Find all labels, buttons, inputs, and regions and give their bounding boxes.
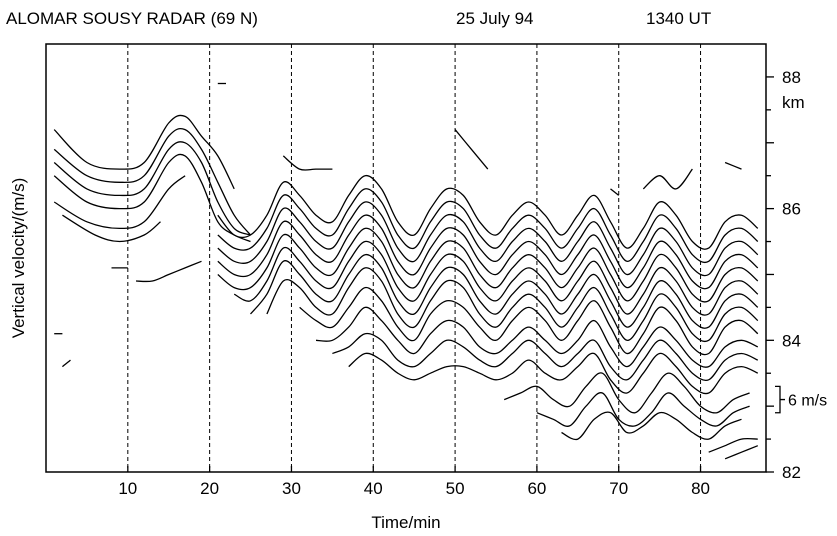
time-label: 1340 UT — [646, 9, 711, 28]
velocity-trace — [332, 332, 759, 381]
velocity-trace — [299, 286, 759, 356]
velocity-trace — [217, 214, 759, 290]
velocity-trace — [610, 188, 620, 196]
scale-bar-label: 6 m/s — [788, 393, 827, 410]
right-tick-label: 84 — [782, 331, 801, 350]
x-axis-ticks: 10 20 30 40 50 60 70 80 — [118, 466, 710, 498]
velocity-trace — [724, 161, 742, 170]
x-tick-label: 40 — [364, 479, 383, 498]
velocity-trace — [503, 372, 750, 414]
velocity-trace — [217, 188, 759, 264]
velocity-trace — [642, 168, 693, 190]
station-title: ALOMAR SOUSY RADAR (69 N) — [6, 9, 258, 28]
velocity-trace — [282, 155, 333, 171]
x-tick-label: 50 — [446, 479, 465, 498]
velocity-trace — [61, 359, 71, 368]
velocity-trace — [233, 240, 759, 316]
velocity-trace — [53, 114, 235, 190]
velocity-trace — [536, 392, 750, 427]
velocity-trace — [708, 437, 758, 453]
y-axis-label: Vertical velocity/(m/s) — [9, 178, 28, 339]
right-tick-label: 88 — [782, 68, 801, 87]
series-group — [53, 82, 759, 460]
velocity-trace — [266, 267, 759, 343]
date-label: 25 July 94 — [456, 9, 534, 28]
x-tick-label: 30 — [282, 479, 301, 498]
velocity-trace — [217, 227, 759, 303]
x-tick-label: 80 — [691, 479, 710, 498]
velocity-trace — [454, 129, 489, 170]
velocity-trace — [250, 253, 759, 329]
velocity-trace — [53, 153, 251, 243]
plot-frame — [45, 43, 767, 473]
velocity-trace — [724, 445, 759, 460]
velocity-trace — [315, 306, 759, 368]
x-tick-label: 20 — [200, 479, 219, 498]
right-tick-label: 82 — [782, 463, 801, 482]
scale-bar-bracket — [775, 385, 785, 414]
scale-bar: 6 m/s — [775, 385, 827, 414]
velocity-trace — [217, 201, 759, 277]
right-axis-unit: km — [782, 93, 805, 112]
velocity-trace — [53, 127, 252, 236]
velocity-trace — [217, 174, 759, 250]
velocity-trace — [62, 214, 161, 243]
x-tick-label: 10 — [118, 479, 137, 498]
velocity-trace — [348, 352, 759, 395]
dashed-vertical-lines — [127, 44, 702, 472]
velocity-trace — [135, 260, 202, 283]
x-tick-label: 70 — [609, 479, 628, 498]
velocity-trace — [53, 175, 186, 230]
x-axis-label: Time/min — [371, 513, 440, 532]
velocity-trace — [53, 141, 251, 236]
x-tick-label: 60 — [527, 479, 546, 498]
velocity-trace — [561, 411, 742, 441]
right-axis-ticks: 82 84 86 88 — [766, 68, 801, 482]
right-tick-label: 86 — [782, 200, 801, 219]
